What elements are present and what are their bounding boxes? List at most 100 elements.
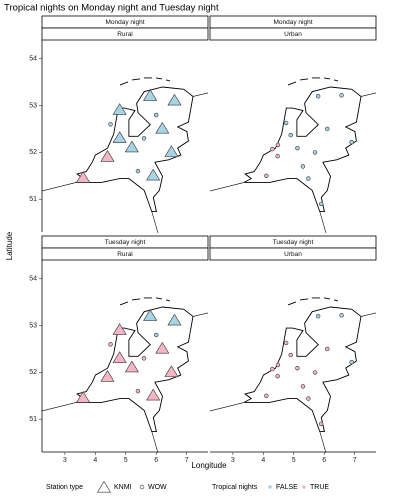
circle-marker [135,388,141,394]
circle-marker [141,136,147,141]
strip-label: Monday night [105,19,144,26]
circle-marker [306,176,311,181]
triangle-marker [146,388,161,401]
legend-symbol [96,480,112,493]
country-outline [209,297,377,454]
x-tick-label: 5 [124,457,128,464]
triangle-marker [112,103,127,115]
y-axis-title: Latitude [5,231,14,260]
circle-marker [325,126,330,132]
legend-swatch [302,485,306,489]
circle-marker [283,120,289,126]
circle-marker [339,313,344,318]
triangle-marker [100,369,115,382]
triangle-marker [112,323,127,335]
circle-marker [315,93,321,99]
x-tick-label: 5 [292,457,296,464]
legend-title: Station type [46,484,83,491]
x-tick-label: 6 [154,457,158,464]
country-outline [41,77,209,234]
circle-marker [318,421,324,427]
triangle-marker [124,360,139,373]
x-tick-label: 4 [93,457,97,464]
circle-marker [325,346,330,352]
strip-label: Tuesday night [105,239,146,246]
legend: Station type KNMI WOW Tropical nights FALSE T… [46,480,329,493]
y-tick-label: 54 [29,276,37,283]
strip-label: Urban [284,31,302,38]
y-tick-label: 52 [29,369,37,376]
circle-marker [295,145,300,151]
circle-marker [270,146,275,152]
triangle-marker [143,89,158,101]
circle-marker [349,359,354,365]
circle-marker [288,132,293,138]
triangle-marker [146,168,161,181]
x-tick-label: 7 [185,457,189,464]
triangle-marker [167,93,182,106]
circle-marker [312,370,318,375]
country-outline [209,77,377,234]
x-axis-title: Longitude [191,461,227,470]
x-tick-label: 3 [231,457,235,464]
circle-marker [339,93,344,98]
strip-label: Rural [117,31,133,38]
circle-marker [141,356,147,361]
strip-label: Tuesday night [273,239,314,246]
country-outline [41,297,209,454]
strip-label: Urban [284,251,302,258]
strip [209,247,377,261]
circle-marker [300,384,306,389]
x-tick-label: 4 [261,457,265,464]
triangle-marker [124,140,139,153]
circle-marker [306,396,311,401]
legend-title: Tropical nights [212,484,258,491]
y-tick-label: 53 [29,322,37,329]
circle-marker [264,393,269,399]
y-tick-label: 51 [29,416,37,423]
circle-marker [275,362,281,368]
chart-title: Tropical nights on Monday night and Tues… [4,3,219,14]
circle-marker [312,150,318,155]
y-tick-label: 51 [29,196,37,203]
y-tick-label: 52 [29,149,37,156]
triangle-marker [143,309,158,321]
legend-label: TRUE [310,484,329,491]
triangle-marker [155,341,170,354]
circle-marker [264,173,269,179]
circle-marker [318,201,324,207]
circle-marker [275,373,280,379]
legend-label: WOW [148,484,167,491]
triangle-marker [164,145,179,157]
circle-marker [283,340,289,346]
x-tick-label: 7 [353,457,357,464]
circle-marker [300,164,306,169]
circle-marker [349,139,354,145]
strip [41,247,209,261]
legend-label: FALSE [276,484,298,491]
circle-marker [108,342,113,347]
triangle-marker [76,171,91,183]
triangle-marker [155,121,170,134]
circle-marker [315,313,321,319]
triangle-marker [76,391,91,403]
triangle-marker [167,313,182,326]
x-tick-label: 3 [63,457,67,464]
circle-marker [108,122,113,127]
x-tick-label: 6 [322,457,326,464]
circle-marker [139,484,145,490]
triangle-marker [164,365,179,377]
triangle-marker [112,131,127,143]
strip [209,27,377,41]
y-tick-label: 53 [29,102,37,109]
circle-marker [135,168,141,174]
triangle-marker [100,149,115,162]
circle-marker [154,112,159,118]
circle-marker [270,366,275,372]
circle-marker [275,142,281,148]
strip-label: Monday night [273,19,312,26]
triangle-marker [112,351,127,363]
legend-label: KNMI [114,484,132,491]
